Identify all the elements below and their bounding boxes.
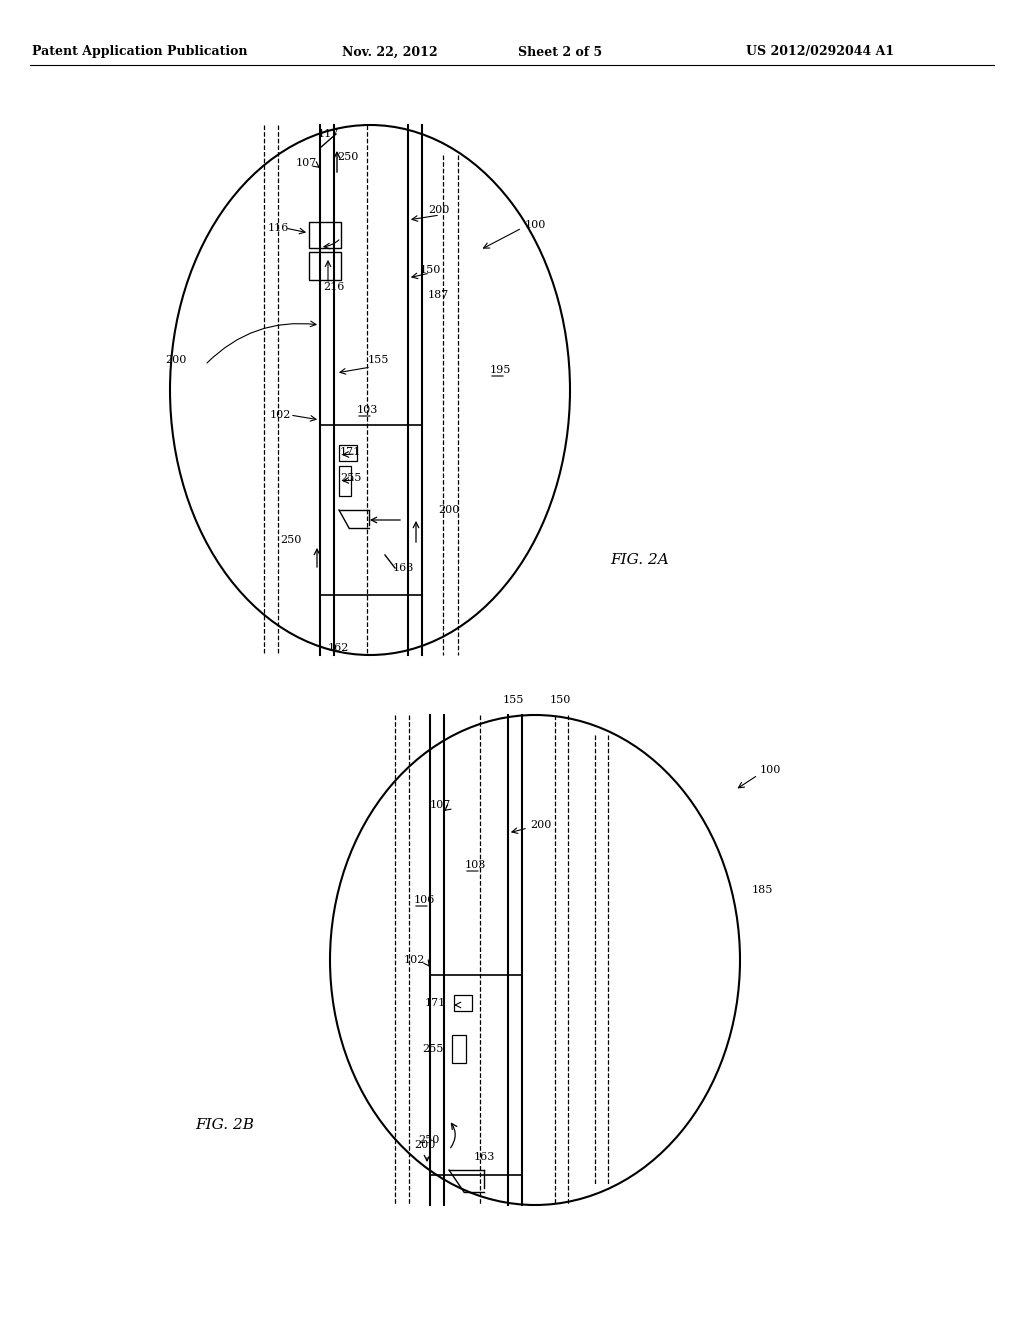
- Text: 200: 200: [165, 355, 186, 366]
- Text: 103: 103: [465, 861, 486, 870]
- Text: 255: 255: [422, 1044, 443, 1053]
- Text: 106: 106: [414, 895, 435, 906]
- Text: Patent Application Publication: Patent Application Publication: [32, 45, 248, 58]
- Text: 171: 171: [425, 998, 446, 1008]
- Text: US 2012/0292044 A1: US 2012/0292044 A1: [745, 45, 894, 58]
- Bar: [309, 222, 341, 248]
- Text: 250: 250: [418, 1135, 439, 1144]
- Text: 100: 100: [525, 220, 547, 230]
- Text: 200: 200: [414, 1140, 435, 1150]
- Text: 171: 171: [340, 447, 361, 457]
- Text: 216: 216: [323, 282, 344, 292]
- Text: 103: 103: [357, 405, 379, 414]
- Text: 117: 117: [318, 129, 339, 139]
- Text: 200: 200: [428, 205, 450, 215]
- Text: 163: 163: [474, 1152, 496, 1162]
- Text: 116: 116: [268, 223, 290, 234]
- Bar: [309, 252, 341, 280]
- Bar: [452, 1035, 466, 1063]
- Bar: [430, 975, 522, 1175]
- Bar: [339, 445, 357, 461]
- Bar: [454, 995, 472, 1011]
- Text: 150: 150: [550, 696, 571, 705]
- Text: Sheet 2 of 5: Sheet 2 of 5: [518, 45, 602, 58]
- Text: 102: 102: [404, 954, 425, 965]
- Text: FIG. 2B: FIG. 2B: [195, 1118, 254, 1133]
- Text: 162: 162: [328, 643, 349, 653]
- Text: 107: 107: [296, 158, 317, 168]
- Text: 187: 187: [428, 290, 450, 300]
- Text: 107: 107: [430, 800, 452, 810]
- Text: 250: 250: [280, 535, 301, 545]
- Text: 102: 102: [270, 411, 292, 420]
- Bar: [319, 425, 422, 595]
- Text: 163: 163: [393, 564, 415, 573]
- Text: Nov. 22, 2012: Nov. 22, 2012: [342, 45, 438, 58]
- Text: FIG. 2A: FIG. 2A: [610, 553, 669, 568]
- Text: 155: 155: [368, 355, 389, 366]
- Text: 100: 100: [760, 766, 781, 775]
- Text: 150: 150: [420, 265, 441, 275]
- Text: 200: 200: [530, 820, 551, 830]
- Text: 185: 185: [752, 884, 773, 895]
- Text: 195: 195: [490, 366, 511, 375]
- Text: 255: 255: [340, 473, 361, 483]
- Text: 250: 250: [337, 152, 358, 162]
- Text: 200: 200: [438, 506, 460, 515]
- Bar: [339, 466, 351, 496]
- Text: 155: 155: [503, 696, 524, 705]
